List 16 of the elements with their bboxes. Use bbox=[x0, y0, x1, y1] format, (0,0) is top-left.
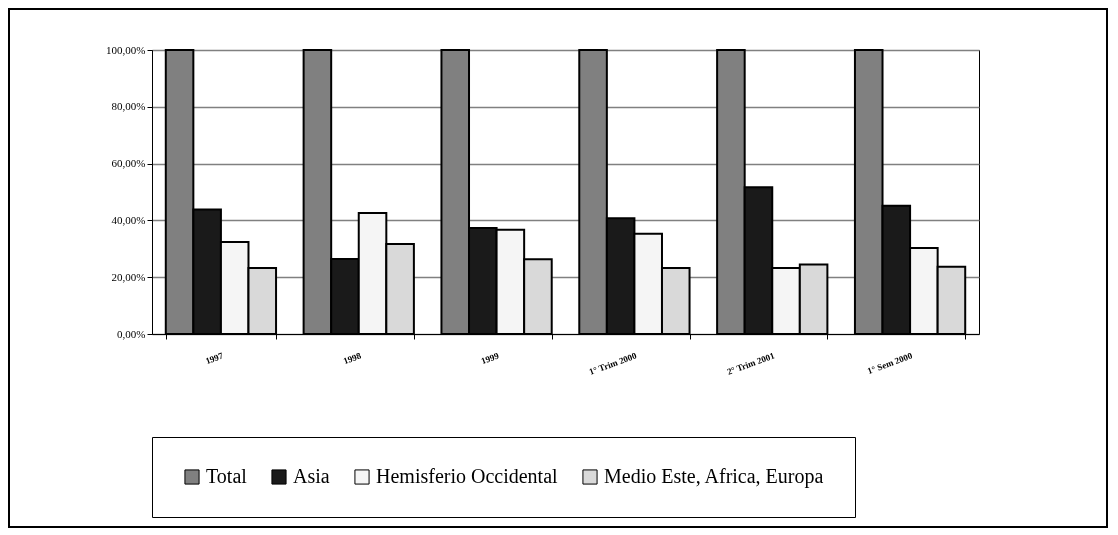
x-tick-label: 1° Sem 2000 bbox=[865, 350, 915, 377]
x-tick-label: 2° Trim 2001 bbox=[725, 350, 777, 377]
y-tick-label: 100,00% bbox=[106, 43, 146, 56]
y-tick-label: 40,00% bbox=[111, 213, 146, 226]
legend-label: Asia bbox=[293, 465, 330, 487]
y-tick-label: 80,00% bbox=[111, 100, 146, 113]
x-tick-label: 1° Trim 2000 bbox=[587, 350, 639, 377]
legend-label: Medio Este, Africa, Europa bbox=[604, 465, 824, 488]
x-tick-label: 1998 bbox=[341, 350, 363, 367]
y-tick-label: 0,00% bbox=[117, 327, 146, 340]
y-tick-label: 60,00% bbox=[111, 157, 146, 170]
legend-label: Hemisferio Occidental bbox=[376, 465, 559, 487]
y-tick-label: 20,00% bbox=[111, 270, 146, 283]
legend-label: Total bbox=[206, 465, 248, 487]
x-tick-label: 1999 bbox=[479, 350, 501, 367]
x-tick-label: 1997 bbox=[204, 350, 225, 367]
